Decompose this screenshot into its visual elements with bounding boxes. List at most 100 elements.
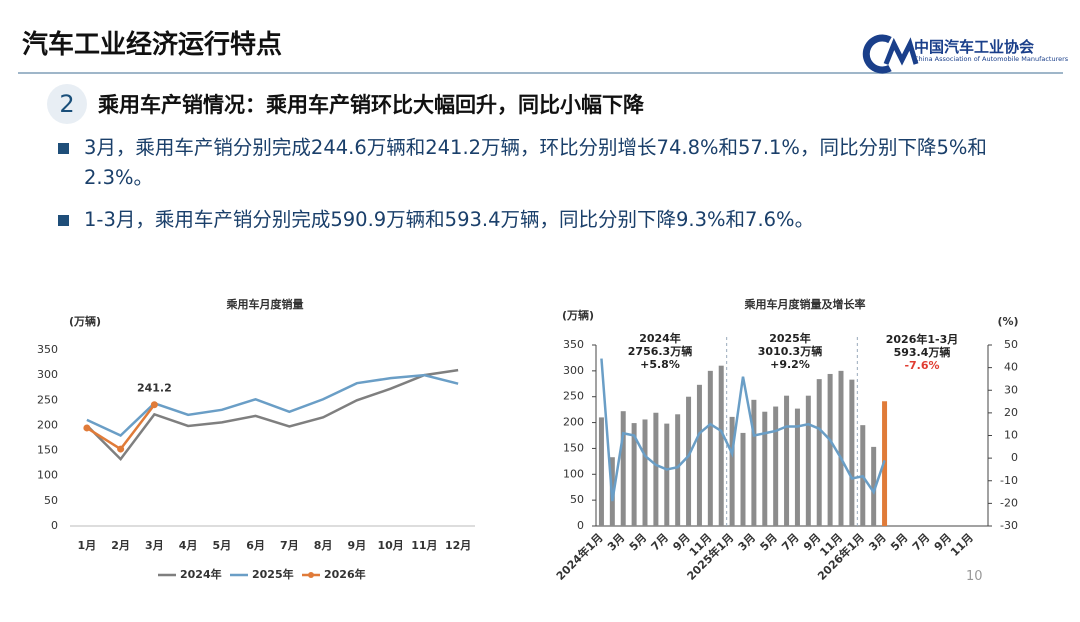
y-tick-label: 100 xyxy=(563,467,584,480)
bar xyxy=(686,396,692,526)
data-label: 241.2 xyxy=(137,382,172,395)
bar xyxy=(871,446,877,526)
annotation: 3010.3万辆 xyxy=(758,344,822,358)
annotation: 2024年 xyxy=(639,331,681,345)
logo-c xyxy=(862,34,892,74)
bar xyxy=(751,399,757,526)
legend-label: 2024年 xyxy=(180,567,222,581)
logo-icon xyxy=(862,34,919,74)
y2-tick-label: -10 xyxy=(1000,474,1018,487)
bullet-text: 3月，乘用车产销分别完成244.6万辆和241.2万辆，环比分别增长74.8%和… xyxy=(84,136,987,189)
org-name-en: China Association of Automobile Manufact… xyxy=(914,55,1069,63)
legend-label: 2025年 xyxy=(252,567,294,581)
y-tick-label: 200 xyxy=(37,418,58,431)
marker xyxy=(83,424,91,432)
x-tick-label: 5月 xyxy=(888,531,910,553)
slide-title: 汽车工业经济运行特点 xyxy=(22,30,283,60)
x-tick-label: 7月 xyxy=(910,531,932,553)
y2-tick-label: 40 xyxy=(1004,361,1018,374)
section-number: 2 xyxy=(47,84,87,124)
bullet: 3月，乘用车产销分别完成244.6万辆和241.2万辆，环比分别增长74.8%和… xyxy=(58,133,1038,193)
bar xyxy=(642,419,648,526)
y-tick-label: 350 xyxy=(563,338,584,351)
bar xyxy=(827,373,833,526)
x-tick-label: 10月 xyxy=(377,539,403,552)
marker xyxy=(117,445,125,453)
marker xyxy=(150,401,158,409)
x-tick-label: 3月 xyxy=(605,531,627,553)
x-tick-label: 11月 xyxy=(948,531,976,559)
x-tick-label: 5月 xyxy=(758,531,780,553)
bullet: 1-3月，乘用车产销分别完成590.9万辆和593.4万辆，同比分别下降9.3%… xyxy=(58,205,1038,235)
y2-tick-label: 0 xyxy=(1011,451,1018,464)
y-tick-label: 0 xyxy=(577,519,584,532)
y2-tick-label: -30 xyxy=(1000,519,1018,532)
bar xyxy=(598,417,604,526)
x-tick-label: 2月 xyxy=(111,539,130,552)
y-tick-label: 300 xyxy=(563,364,584,377)
bar xyxy=(740,432,746,526)
bar xyxy=(762,411,768,526)
x-tick-label: 3月 xyxy=(866,531,888,553)
x-tick-label: 7月 xyxy=(649,531,671,553)
bar xyxy=(664,423,670,526)
annotation: 2025年 xyxy=(769,331,811,345)
y2-tick-label: 20 xyxy=(1004,406,1018,419)
y2-tick-label: 50 xyxy=(1004,338,1018,351)
y-tick-label: 250 xyxy=(563,390,584,403)
x-tick-label: 9月 xyxy=(348,539,367,552)
bar xyxy=(794,408,800,526)
y-tick-label: 150 xyxy=(563,441,584,454)
bar xyxy=(631,423,637,526)
y-tick-label: 350 xyxy=(37,343,58,356)
y-tick-label: 0 xyxy=(51,519,58,532)
section-heading: 乘用车产销情况：乘用车产销环比大幅回升，同比小幅下降 xyxy=(98,93,644,117)
x-tick-label: 8月 xyxy=(314,539,333,552)
legend-marker xyxy=(308,572,314,578)
y-tick-label: 200 xyxy=(563,416,584,429)
x-tick-label: 1月 xyxy=(78,539,97,552)
x-tick-label: 11月 xyxy=(411,539,437,552)
y-axis-label: (万辆) xyxy=(69,314,101,328)
y-tick-label: 250 xyxy=(37,393,58,406)
org-name: 中国汽车工业协会 xyxy=(914,38,1035,56)
bar xyxy=(707,370,713,526)
bar xyxy=(816,379,822,526)
legend-label: 2026年 xyxy=(324,567,366,581)
bar xyxy=(675,414,681,526)
bar xyxy=(718,365,724,526)
x-tick-label: 7月 xyxy=(779,531,801,553)
annotation: 2026年1-3月 xyxy=(886,332,959,346)
x-tick-label: 4月 xyxy=(179,539,198,552)
line xyxy=(85,368,459,462)
chart-title: 乘用车月度销量及增长率 xyxy=(744,297,866,311)
x-tick-label: 3月 xyxy=(145,539,164,552)
x-tick-label: 5月 xyxy=(627,531,649,553)
annotation: +5.8% xyxy=(640,358,680,371)
bar xyxy=(696,384,702,526)
y-axis-label: (万辆) xyxy=(562,308,594,322)
bar xyxy=(729,416,735,526)
annotation: 2756.3万辆 xyxy=(628,344,692,358)
header-rule xyxy=(18,72,1063,74)
bar xyxy=(784,395,790,526)
line xyxy=(86,373,459,437)
bar xyxy=(620,411,626,526)
y-tick-label: 100 xyxy=(37,469,58,482)
y-tick-label: 150 xyxy=(37,444,58,457)
bar xyxy=(773,406,779,526)
y2-tick-label: 30 xyxy=(1004,383,1018,396)
bar xyxy=(653,412,659,526)
logo-m xyxy=(883,37,919,66)
bullet-text: 1-3月，乘用车产销分别完成590.9万辆和593.4万辆，同比分别下降9.3%… xyxy=(84,208,815,231)
y-tick-label: 50 xyxy=(570,493,584,506)
chart-title: 乘用车月度销量 xyxy=(226,297,304,311)
y-tick-label: 50 xyxy=(44,494,58,507)
line xyxy=(600,358,886,502)
y2-tick-label: 10 xyxy=(1004,429,1018,442)
x-tick-label: 12月 xyxy=(445,539,471,552)
x-tick-label: 6月 xyxy=(246,539,265,552)
x-tick-label: 2024年1月 xyxy=(553,530,606,583)
